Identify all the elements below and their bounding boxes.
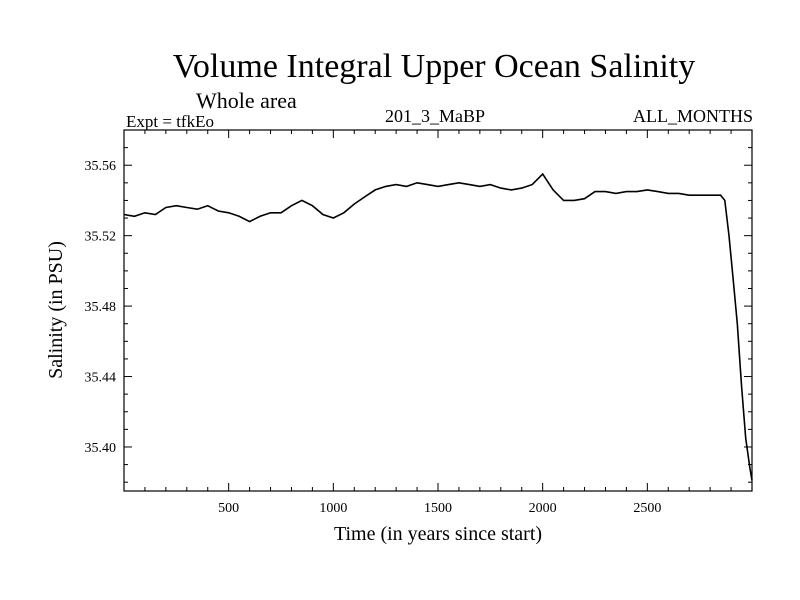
y-tick-label: 35.52 [85,230,117,245]
chart-title: Volume Integral Upper Ocean Salinity [172,48,696,85]
y-axis-title: Salinity (in PSU) [45,241,67,379]
experiment-label: Expt = tfkEo [126,112,214,131]
y-tick-label: 35.44 [85,371,117,386]
x-axis-title: Time (in years since start) [334,523,542,545]
axis-ticks [124,130,752,491]
months-label: ALL_MONTHS [633,106,753,126]
salinity-line [123,172,753,481]
plot-frame [123,129,753,492]
x-tick-label: 1000 [319,501,347,516]
run-code-label: 201_3_MaBP [385,106,486,126]
chart-subtitle: Whole area [196,88,297,113]
y-tick-label: 35.48 [85,300,117,315]
y-tick-labels: 35.40 35.44 35.48 35.52 35.56 [85,159,117,456]
x-tick-labels: 500 1000 1500 2000 2500 [218,501,661,516]
x-tick-label: 500 [218,501,239,516]
y-tick-label: 35.56 [85,159,117,174]
y-tick-label: 35.40 [85,441,117,456]
x-tick-label: 2500 [633,501,661,516]
x-tick-label: 2000 [529,501,557,516]
x-tick-label: 1500 [424,501,452,516]
